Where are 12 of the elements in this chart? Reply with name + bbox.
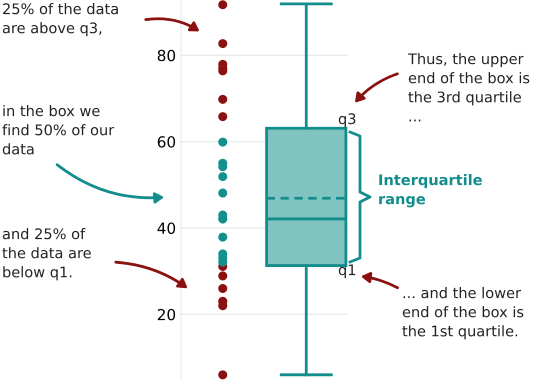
text: ... and the lower end of the box is the 1st quartile. [402,287,524,340]
text: Interquartile range [379,174,482,208]
text: in the box we find 50% of our data [2,105,114,154]
y-tick-label: 80 [158,50,176,62]
y-tick-label: 60 [158,136,176,148]
annotation: q3 [338,113,356,128]
text: and 25% of the data are below q1. [2,228,91,280]
text: 25% of the data are above q3, [2,3,118,36]
y-tick-label: 40 [157,222,176,234]
y-tick-label: 20 [158,308,176,320]
annotation: q1 [338,264,356,278]
text: Thus, the upper end of the box is the 3rd quartile ... [408,53,530,122]
